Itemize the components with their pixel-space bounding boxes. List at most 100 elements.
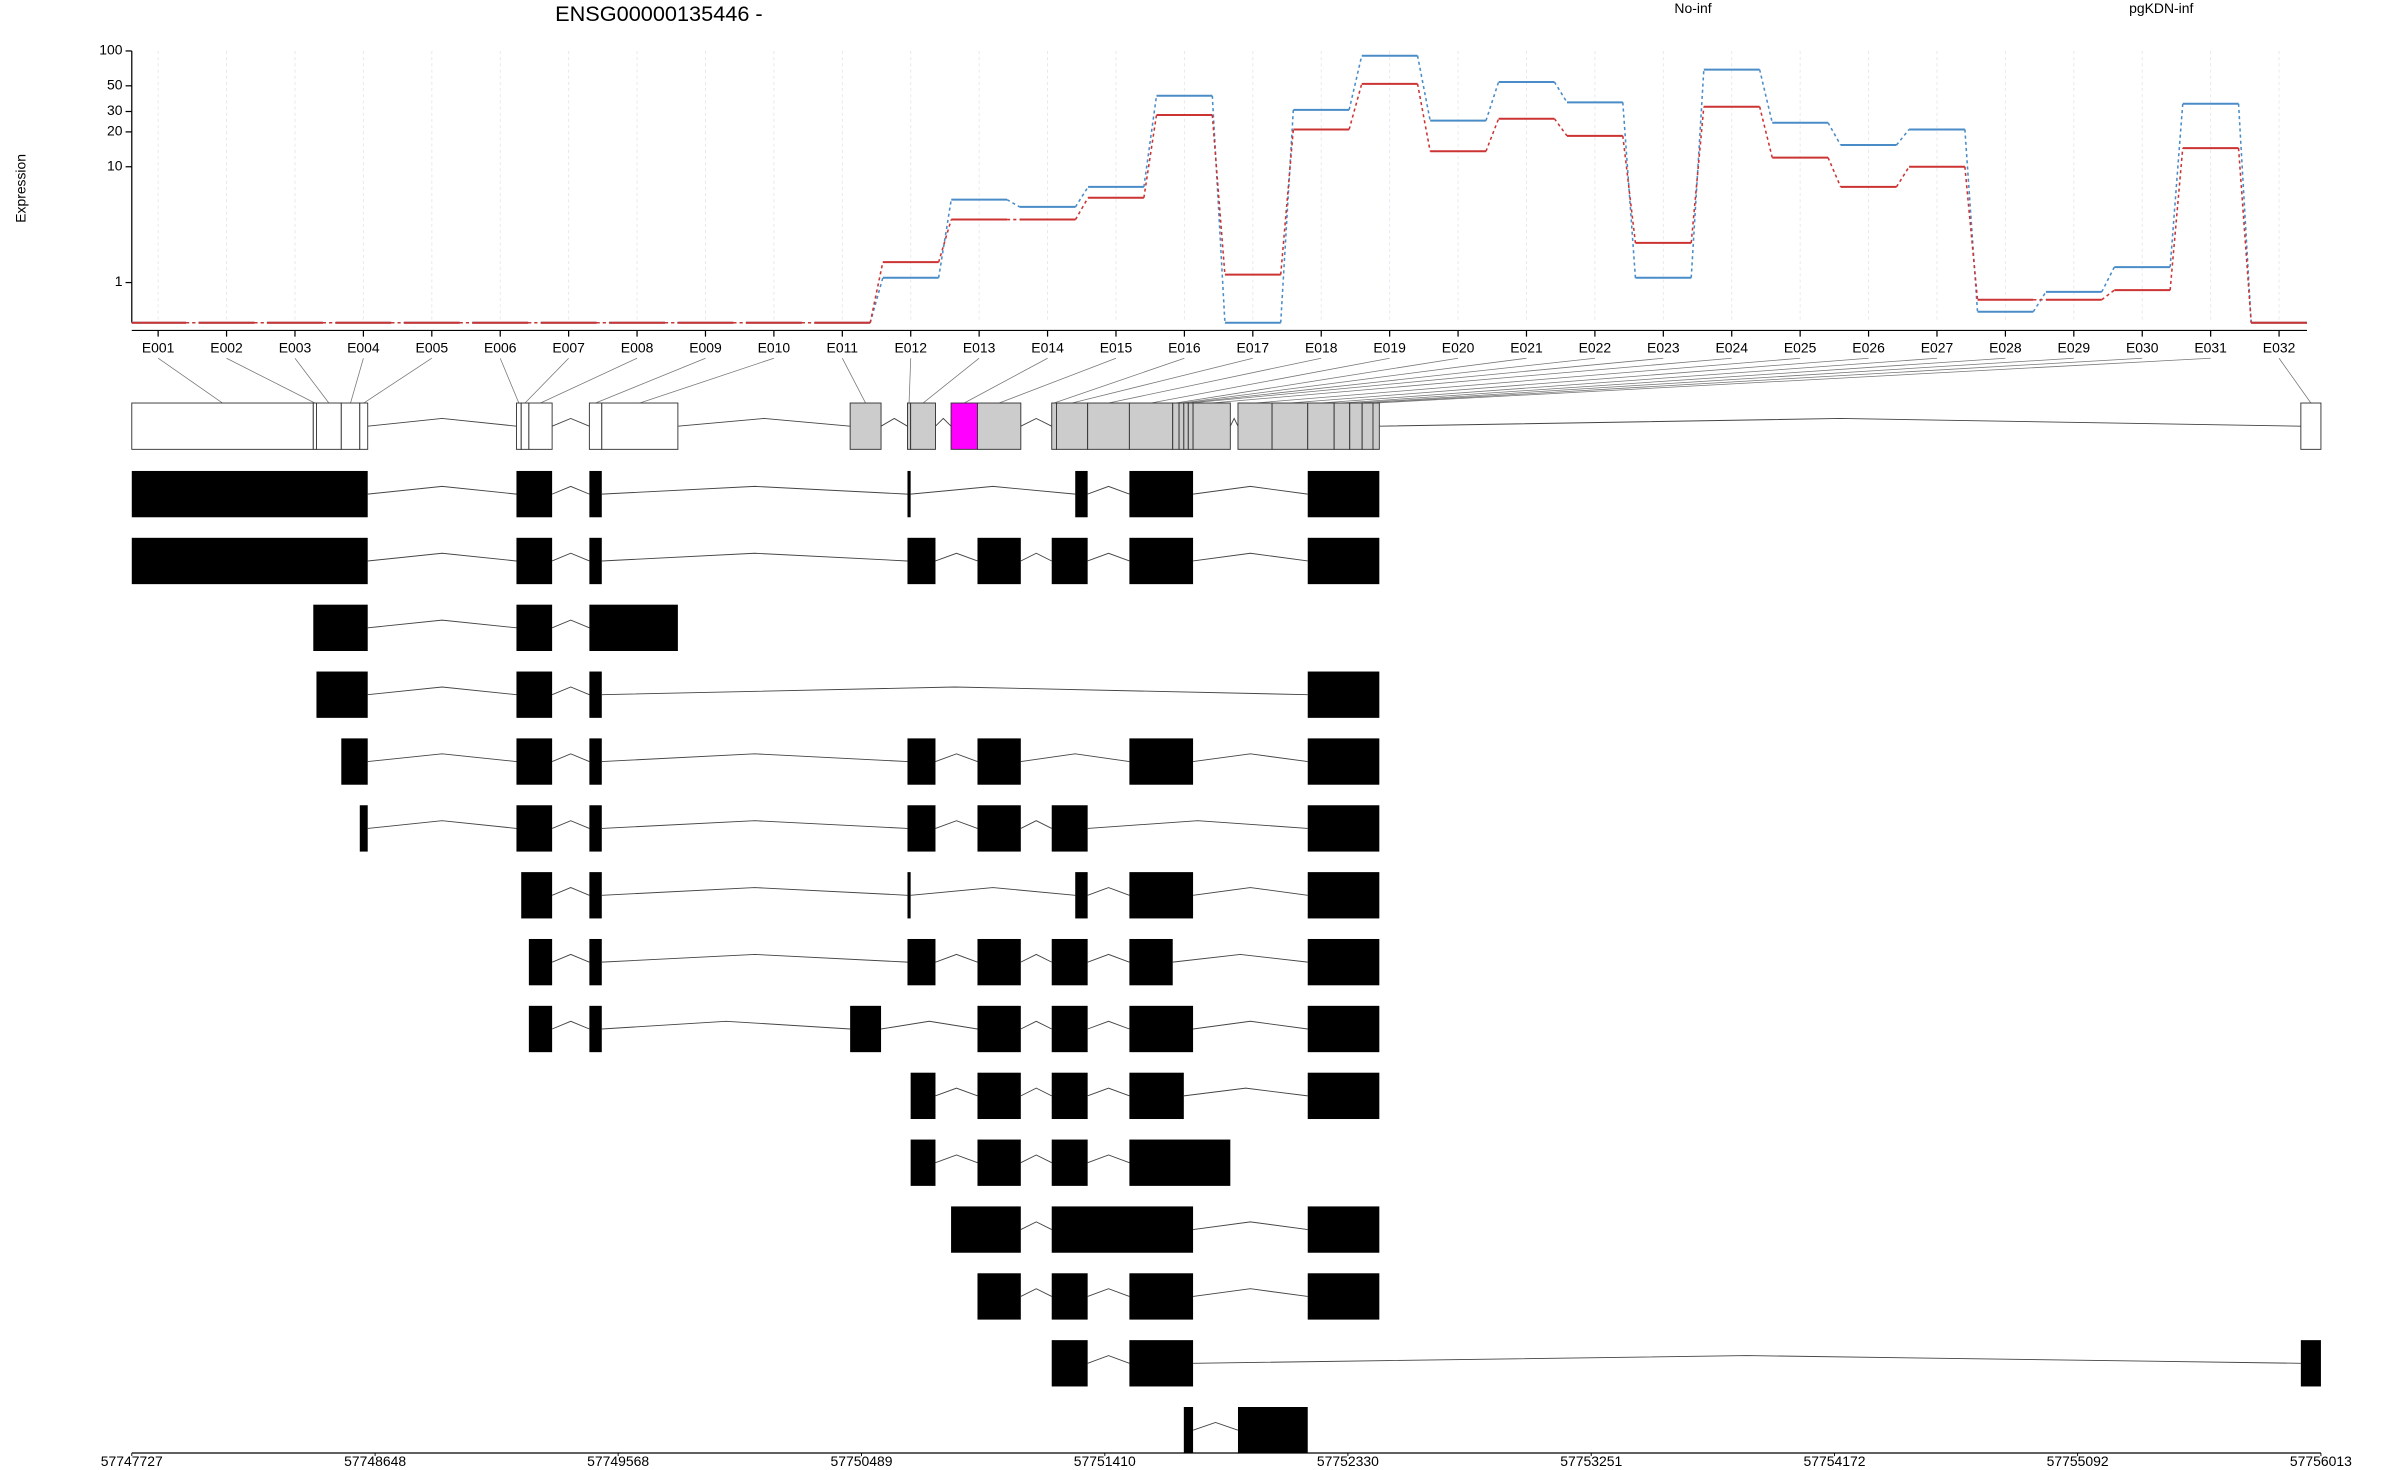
intron xyxy=(1193,1355,2301,1364)
series-connector xyxy=(937,219,952,263)
exon-bin xyxy=(1307,402,1335,450)
series-connector xyxy=(2169,148,2184,291)
x-tick-label: E007 xyxy=(552,340,585,356)
y-tick-label: 20 xyxy=(107,123,123,139)
transcript-exon xyxy=(1307,1273,1380,1320)
x-tick-label: E031 xyxy=(2194,340,2227,356)
x-tick-label: E027 xyxy=(1921,340,1954,356)
genomic-tick-label: 57753251 xyxy=(1560,1453,1622,1469)
transcript-exon xyxy=(907,738,936,785)
bin-connector xyxy=(2278,358,2312,404)
y-tick-label: 50 xyxy=(107,77,123,93)
x-tick-label: E029 xyxy=(2058,340,2091,356)
bin-connector xyxy=(1367,357,2143,404)
y-tick-label: 100 xyxy=(99,42,123,58)
series-connector xyxy=(1006,198,1021,208)
intron xyxy=(551,820,590,829)
exon-bin xyxy=(1237,402,1273,450)
bin-connector xyxy=(922,357,980,404)
transcript-exon xyxy=(1307,938,1380,986)
intron xyxy=(601,485,908,495)
transcript-exon xyxy=(977,1273,1021,1320)
bin-connector xyxy=(1150,357,1390,404)
legend-label: No-inf xyxy=(1674,0,1711,16)
exon-bin xyxy=(528,402,553,450)
transcript-exon xyxy=(1129,938,1173,986)
transcript-exon xyxy=(589,671,602,718)
intron xyxy=(1087,1288,1130,1297)
transcript-exon xyxy=(589,604,678,651)
bin-connector xyxy=(294,358,330,404)
transcript-exon xyxy=(2300,1340,2321,1387)
transcript-exon xyxy=(1075,470,1088,518)
exon-bin xyxy=(907,402,912,450)
intron xyxy=(1193,1020,1308,1030)
bin-connector xyxy=(157,357,223,404)
transcript-exon xyxy=(131,470,368,518)
series-connector xyxy=(1143,114,1158,198)
intron xyxy=(367,485,517,495)
intron xyxy=(551,552,590,562)
transcript-exon xyxy=(1129,1139,1231,1186)
series-connector xyxy=(2101,289,2115,301)
transcript-exon xyxy=(1307,872,1380,919)
transcript-exon xyxy=(1307,470,1380,518)
intron xyxy=(1193,1288,1308,1297)
intron xyxy=(601,552,908,562)
series-connector xyxy=(1690,106,1705,243)
transcript-exon xyxy=(131,537,368,585)
transcript-exon xyxy=(589,470,602,518)
transcript-exon xyxy=(1129,1340,1194,1387)
intron xyxy=(910,887,1076,896)
intron xyxy=(910,485,1076,495)
exon-bin xyxy=(520,402,530,450)
y-tick-label: 10 xyxy=(107,157,123,173)
intron xyxy=(935,417,952,427)
bin-connector xyxy=(226,357,316,404)
series-connector xyxy=(1758,106,1773,158)
intron xyxy=(1020,1288,1052,1297)
x-tick-label: E011 xyxy=(827,340,859,356)
transcript-exon xyxy=(516,604,553,651)
intron xyxy=(1020,417,1052,427)
intron xyxy=(935,552,978,562)
x-tick-label: E021 xyxy=(1510,340,1543,356)
series-connector xyxy=(1279,109,1295,323)
transcript-exon xyxy=(1307,805,1380,852)
transcript-exon xyxy=(521,872,553,919)
intron xyxy=(677,417,851,427)
exon-bin xyxy=(910,402,936,450)
intron xyxy=(367,417,517,427)
transcript-exon xyxy=(516,537,553,585)
bin-connector xyxy=(1190,357,1664,404)
transcript-exon xyxy=(1307,1072,1380,1120)
transcript-exon xyxy=(1051,1072,1088,1120)
exon-bin xyxy=(1051,402,1057,450)
intron xyxy=(367,753,517,763)
intron xyxy=(880,417,908,427)
exon-bin xyxy=(340,402,361,450)
x-tick-label: E006 xyxy=(484,340,517,356)
transcript-exon xyxy=(977,738,1021,785)
bin-connector xyxy=(595,357,706,404)
transcript-exon xyxy=(589,537,602,585)
intron xyxy=(1193,1221,1308,1231)
chart-title: ENSG00000135446 - xyxy=(555,1,763,26)
intron xyxy=(1229,417,1239,427)
series-connector xyxy=(1553,81,1568,103)
bin-connector xyxy=(1289,357,1869,404)
transcript-exon xyxy=(977,1139,1021,1186)
intron xyxy=(1020,1154,1052,1164)
x-tick-label: E003 xyxy=(279,340,312,356)
transcript-exon xyxy=(1051,1273,1088,1320)
transcript-exon xyxy=(1307,1005,1380,1053)
intron xyxy=(601,887,908,896)
intron xyxy=(367,552,517,562)
series-connector xyxy=(937,199,953,278)
bin-connector xyxy=(841,358,866,404)
exon-bin xyxy=(1271,402,1309,450)
exon-bin xyxy=(849,402,882,450)
exon-bin xyxy=(2300,402,2322,450)
transcript-exon xyxy=(977,537,1021,585)
x-tick-label: E018 xyxy=(1305,340,1338,356)
